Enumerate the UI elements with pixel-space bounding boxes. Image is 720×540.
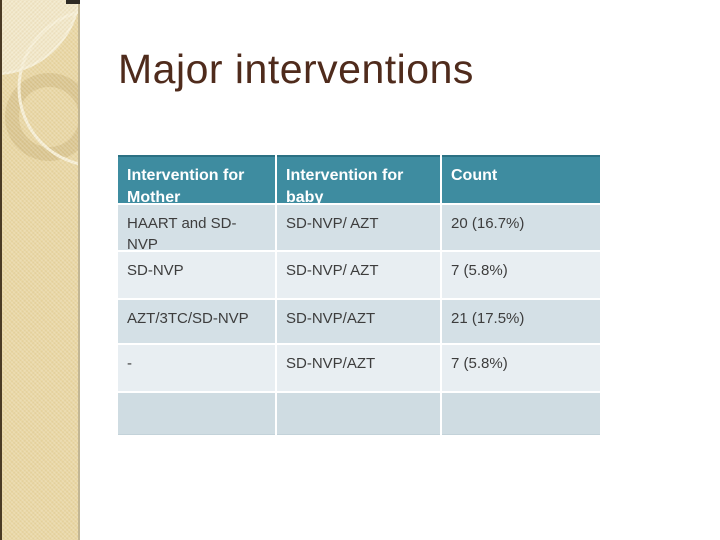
table-cell: 21 (17.5%) bbox=[442, 300, 600, 343]
page-title: Major interventions bbox=[118, 46, 474, 92]
table-cell-empty bbox=[442, 393, 600, 435]
table-cell: 20 (16.7%) bbox=[442, 205, 600, 250]
interventions-table: Intervention for Mother Intervention for… bbox=[118, 155, 600, 435]
table-cell: 7 (5.8%) bbox=[442, 345, 600, 391]
table-cell: SD-NVP/ AZT bbox=[277, 205, 440, 250]
table-cell: SD-NVP/AZT bbox=[277, 300, 440, 343]
light-circle-fill bbox=[2, 0, 78, 74]
table-cell: SD-NVP/ AZT bbox=[277, 252, 440, 298]
table-cell: AZT/3TC/SD-NVP bbox=[118, 300, 275, 343]
table-cell: SD-NVP/AZT bbox=[277, 345, 440, 391]
table-header-baby: Intervention for baby bbox=[277, 155, 440, 203]
sidebar-decoration-panel bbox=[0, 0, 80, 540]
top-edge-decoration bbox=[66, 0, 80, 4]
table-header-count: Count bbox=[442, 155, 600, 203]
table-cell: SD-NVP bbox=[118, 252, 275, 298]
table-cell: - bbox=[118, 345, 275, 391]
table-header-mother: Intervention for Mother bbox=[118, 155, 275, 203]
tan-ring bbox=[5, 73, 78, 161]
table-cell: 7 (5.8%) bbox=[442, 252, 600, 298]
circles-decoration bbox=[2, 0, 78, 166]
table-cell: HAART and SD- NVP bbox=[118, 205, 275, 250]
table-cell-empty bbox=[118, 393, 275, 435]
cream-circle-outline bbox=[17, 10, 78, 166]
table-cell-empty bbox=[277, 393, 440, 435]
